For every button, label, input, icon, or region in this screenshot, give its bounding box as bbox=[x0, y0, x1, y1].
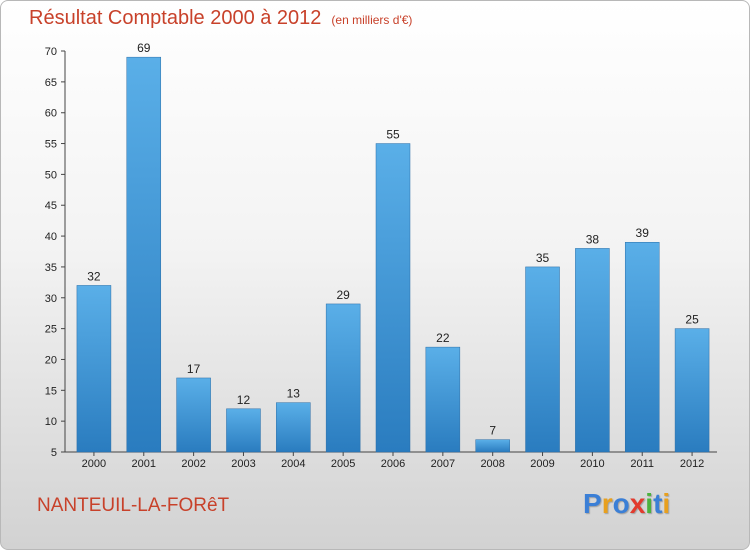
value-label-2003: 12 bbox=[237, 393, 251, 407]
x-tick-label-2008: 2008 bbox=[480, 458, 504, 470]
chart-bars bbox=[76, 56, 710, 453]
chart-subtitle: (en milliers d'€) bbox=[331, 13, 413, 27]
x-tick-label-2002: 2002 bbox=[181, 458, 205, 470]
x-tick-label-2011: 2011 bbox=[630, 458, 654, 470]
value-label-2010: 38 bbox=[586, 232, 600, 246]
bar-2002 bbox=[176, 377, 211, 453]
value-label-2001: 69 bbox=[137, 41, 151, 55]
chart-value-labels: 32 69 17 12 13 29 55 22 7 35 38 39 25 bbox=[87, 41, 699, 437]
logo-letter: i bbox=[645, 488, 654, 519]
value-label-2012: 25 bbox=[685, 313, 699, 327]
y-tick-label: 10 bbox=[45, 416, 57, 428]
logo-letter: i bbox=[662, 488, 671, 519]
x-tick-label-2006: 2006 bbox=[381, 458, 405, 470]
x-tick-label-2012: 2012 bbox=[680, 458, 704, 470]
value-label-2011: 39 bbox=[636, 226, 650, 240]
y-tick-label: 30 bbox=[45, 293, 57, 305]
logo-letter: P bbox=[583, 488, 602, 519]
y-tick-label: 25 bbox=[45, 324, 57, 336]
value-label-2007: 22 bbox=[436, 331, 450, 345]
chart-title: Résultat Comptable 2000 à 2012 (en millie… bbox=[29, 7, 412, 30]
bar-2008 bbox=[475, 439, 510, 453]
bar-2009 bbox=[525, 266, 560, 453]
bar-2012 bbox=[674, 328, 710, 453]
y-tick-label: 35 bbox=[45, 262, 57, 274]
value-label-2005: 29 bbox=[336, 288, 350, 302]
bar-2005 bbox=[325, 303, 361, 453]
value-label-2004: 13 bbox=[287, 387, 301, 401]
value-label-2000: 32 bbox=[87, 269, 101, 283]
y-tick-label: 5 bbox=[51, 447, 57, 459]
logo-letter: o bbox=[612, 488, 630, 519]
value-label-2002: 17 bbox=[187, 362, 201, 376]
value-label-2006: 55 bbox=[386, 128, 400, 142]
x-tick-label-2009: 2009 bbox=[530, 458, 554, 470]
value-label-2009: 35 bbox=[536, 251, 550, 265]
bar-2006 bbox=[375, 143, 411, 453]
y-tick-label: 40 bbox=[45, 231, 57, 243]
y-tick-label: 55 bbox=[45, 139, 57, 151]
x-tick-label-2003: 2003 bbox=[231, 458, 255, 470]
bar-2011 bbox=[624, 241, 660, 453]
bar-2000 bbox=[76, 285, 112, 453]
bar-2003 bbox=[226, 408, 261, 453]
y-tick-label: 15 bbox=[45, 385, 57, 397]
chart-title-text: Résultat Comptable 2000 à 2012 bbox=[29, 7, 322, 29]
bar-2010 bbox=[575, 248, 610, 453]
bar-2001 bbox=[126, 56, 162, 453]
logo-letter: r bbox=[601, 488, 613, 519]
x-tick-label-2007: 2007 bbox=[431, 458, 455, 470]
x-tick-label-2000: 2000 bbox=[82, 458, 106, 470]
y-tick-label: 45 bbox=[45, 200, 57, 212]
x-tick-label-2005: 2005 bbox=[331, 458, 355, 470]
value-label-2008: 7 bbox=[489, 424, 496, 438]
bar-2004 bbox=[276, 402, 311, 453]
y-tick-label: 65 bbox=[45, 77, 57, 89]
x-tick-label-2004: 2004 bbox=[281, 458, 305, 470]
logo-letter: t bbox=[653, 488, 663, 519]
logo-letter: x bbox=[629, 488, 646, 519]
y-tick-label: 60 bbox=[45, 108, 57, 120]
y-tick-label: 70 bbox=[45, 46, 57, 58]
y-tick-label: 20 bbox=[45, 354, 57, 366]
bar-2007 bbox=[425, 346, 461, 453]
y-tick-label: 50 bbox=[45, 169, 57, 181]
x-tick-label-2010: 2010 bbox=[580, 458, 604, 470]
proxiti-logo: Proxiti bbox=[583, 488, 670, 520]
x-tick-label-2001: 2001 bbox=[132, 458, 156, 470]
town-name: NANTEUIL-LA-FORêT bbox=[37, 495, 230, 516]
